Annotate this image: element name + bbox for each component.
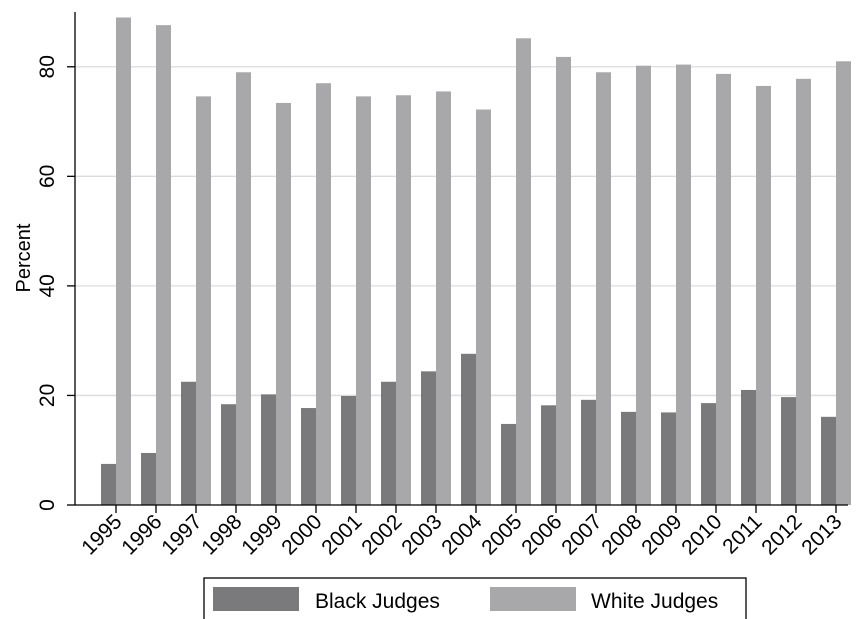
x-tick-label: 2012 (757, 510, 806, 559)
bar-white-judges-2002 (396, 95, 411, 506)
bar-black-judges-1999 (261, 394, 276, 505)
y-axis-title: Percent (13, 223, 35, 292)
x-tick-label: 2006 (517, 510, 566, 559)
y-tick-label: 0 (36, 499, 59, 511)
bar-white-judges-2007 (596, 72, 611, 505)
grid-lines (75, 66, 848, 397)
legend-swatch-white-judges (490, 587, 576, 611)
x-tick-label: 2005 (477, 510, 526, 559)
bar-white-judges-2013 (836, 61, 851, 506)
bar-white-judges-2003 (436, 91, 451, 505)
bar-black-judges-2000 (301, 408, 316, 505)
bar-black-judges-2004 (461, 353, 476, 505)
y-tick-label: 20 (36, 384, 59, 407)
x-tick-label: 2004 (437, 510, 487, 560)
bar-black-judges-2011 (741, 389, 756, 505)
bar-black-judges-2007 (581, 399, 596, 505)
bar-black-judges-1996 (141, 452, 156, 505)
bar-white-judges-2011 (756, 85, 771, 505)
bar-black-judges-2005 (501, 423, 516, 505)
x-tick-label: 2007 (557, 510, 606, 559)
x-tick-label: 1999 (237, 510, 286, 559)
bar-black-judges-2001 (341, 395, 356, 505)
x-tick-label: 2009 (637, 510, 686, 559)
bar-white-judges-2010 (716, 73, 731, 505)
bar-white-judges-2006 (556, 56, 571, 505)
y-axis-ticks: 0 20 40 60 80 (36, 55, 75, 511)
bar-white-judges-2008 (636, 65, 651, 505)
x-tick-label: 2001 (317, 510, 366, 559)
x-tick-label: 2002 (357, 510, 406, 559)
x-axis-ticks: 1995199619971998199920002001200220032004… (77, 505, 847, 560)
bar-white-judges-2009 (676, 64, 691, 505)
x-tick-label: 2000 (277, 510, 326, 559)
legend-swatch-black-judges (213, 587, 299, 611)
bar-black-judges-1995 (101, 463, 116, 505)
bar-black-judges-2008 (621, 411, 636, 505)
x-tick-label: 2013 (797, 510, 846, 559)
x-tick-label: 1995 (77, 510, 126, 559)
bar-black-judges-2012 (781, 397, 796, 505)
bar-black-judges-2013 (821, 416, 836, 505)
bar-white-judges-1999 (276, 102, 291, 505)
bar-black-judges-2009 (661, 412, 676, 505)
bar-white-judges-2012 (796, 78, 811, 505)
x-tick-label: 2008 (597, 510, 646, 559)
bar-white-judges-1998 (236, 72, 251, 505)
bar-black-judges-2003 (421, 371, 436, 505)
x-tick-label: 2010 (677, 510, 726, 559)
bar-black-judges-1997 (181, 381, 196, 505)
bar-black-judges-2002 (381, 381, 396, 505)
bars (101, 17, 851, 506)
bar-white-judges-1995 (116, 17, 131, 505)
bar-white-judges-2001 (356, 96, 371, 505)
bar-white-judges-2004 (476, 109, 491, 505)
legend-label-white-judges: White Judges (591, 590, 718, 613)
y-tick-label: 40 (36, 274, 59, 297)
bar-black-judges-2006 (541, 405, 556, 505)
x-tick-label: 2011 (718, 510, 766, 558)
legend: Black Judges White Judges (203, 577, 747, 619)
bar-white-judges-1996 (156, 25, 171, 505)
y-tick-label: 80 (36, 55, 59, 78)
bar-black-judges-2010 (701, 403, 716, 505)
bar-white-judges-2005 (516, 38, 531, 505)
x-tick-label: 1998 (197, 510, 246, 559)
legend-label-black-judges: Black Judges (315, 590, 440, 613)
bar-white-judges-1997 (196, 96, 211, 505)
bar-white-judges-2000 (316, 83, 331, 505)
x-tick-label: 1996 (117, 510, 166, 559)
x-tick-label: 2003 (397, 510, 446, 559)
y-tick-label: 60 (36, 165, 59, 188)
x-tick-label: 1997 (157, 510, 206, 559)
bar-black-judges-1998 (221, 404, 236, 505)
